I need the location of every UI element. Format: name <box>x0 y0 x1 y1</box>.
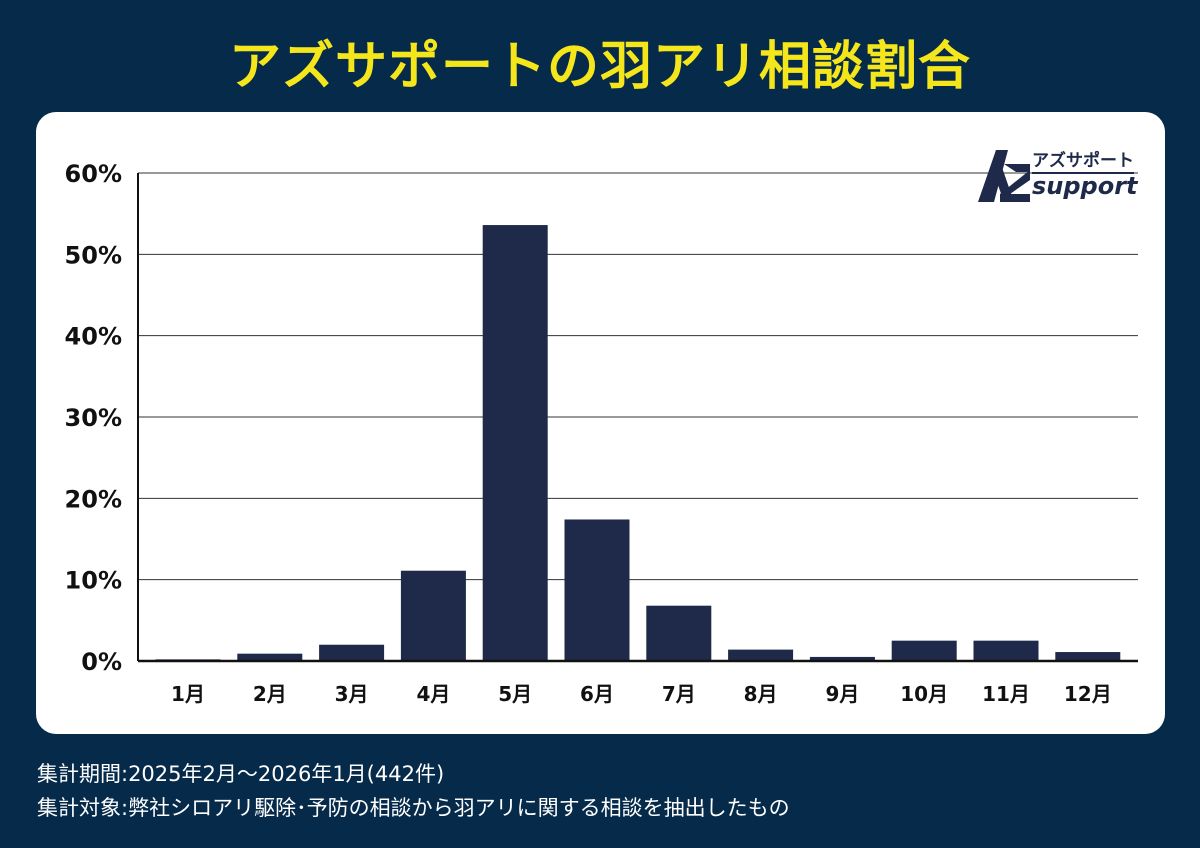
bar <box>319 644 385 661</box>
x-tick-label: 6月 <box>580 682 614 706</box>
bar <box>973 640 1039 661</box>
footnote-period: 集計期間:2025年2月～2026年1月(442件) <box>37 762 445 786</box>
bar <box>1055 652 1121 661</box>
y-tick-label: 60% <box>65 160 122 188</box>
x-tick-label: 5月 <box>498 682 532 706</box>
x-tick-label: 8月 <box>744 682 778 706</box>
y-tick-label: 30% <box>65 404 122 432</box>
az-logo-icon <box>978 150 1030 202</box>
y-tick-label: 10% <box>65 567 122 595</box>
logo-kana-text: アズサポート <box>1032 146 1134 174</box>
bar <box>482 225 548 661</box>
y-tick-label: 40% <box>65 323 122 351</box>
bar <box>728 649 794 661</box>
bar <box>891 640 957 661</box>
x-tick-label: 11月 <box>982 682 1030 706</box>
x-tick-label: 4月 <box>416 682 450 706</box>
x-tick-label: 2月 <box>253 682 287 706</box>
x-tick-label: 12月 <box>1064 682 1112 706</box>
bar <box>237 653 303 661</box>
company-logo: アズサポート support <box>966 134 1146 206</box>
bar <box>564 519 630 661</box>
bar-chart: 0% 10% 20% 30% 40% 50% 60% 1月 2月 3月 4月 5月 6月 7月 8月 9月 10… <box>65 160 1138 706</box>
logo-word-text: support <box>1032 172 1138 200</box>
x-tick-label: 3月 <box>335 682 369 706</box>
y-tick-label: 50% <box>65 241 122 269</box>
x-tick-label: 10月 <box>900 682 948 706</box>
x-tick-label: 1月 <box>171 682 205 706</box>
x-tick-label: 9月 <box>825 682 859 706</box>
footnote-target: 集計対象:弊社シロアリ駆除･予防の相談から羽アリに関する相談を抽出したもの <box>37 796 790 820</box>
bar <box>809 656 875 661</box>
x-tick-label: 7月 <box>662 682 696 706</box>
bar <box>400 570 466 661</box>
y-tick-label: 0% <box>81 648 122 676</box>
chart-title: アズサポートの羽アリ相談割合 <box>228 37 971 97</box>
bar <box>646 605 712 661</box>
chart-card: 0% 10% 20% 30% 40% 50% 60% 1月 2月 3月 4月 5月 6月 7月 8月 9月 10… <box>36 112 1165 734</box>
y-tick-label: 20% <box>65 485 122 513</box>
